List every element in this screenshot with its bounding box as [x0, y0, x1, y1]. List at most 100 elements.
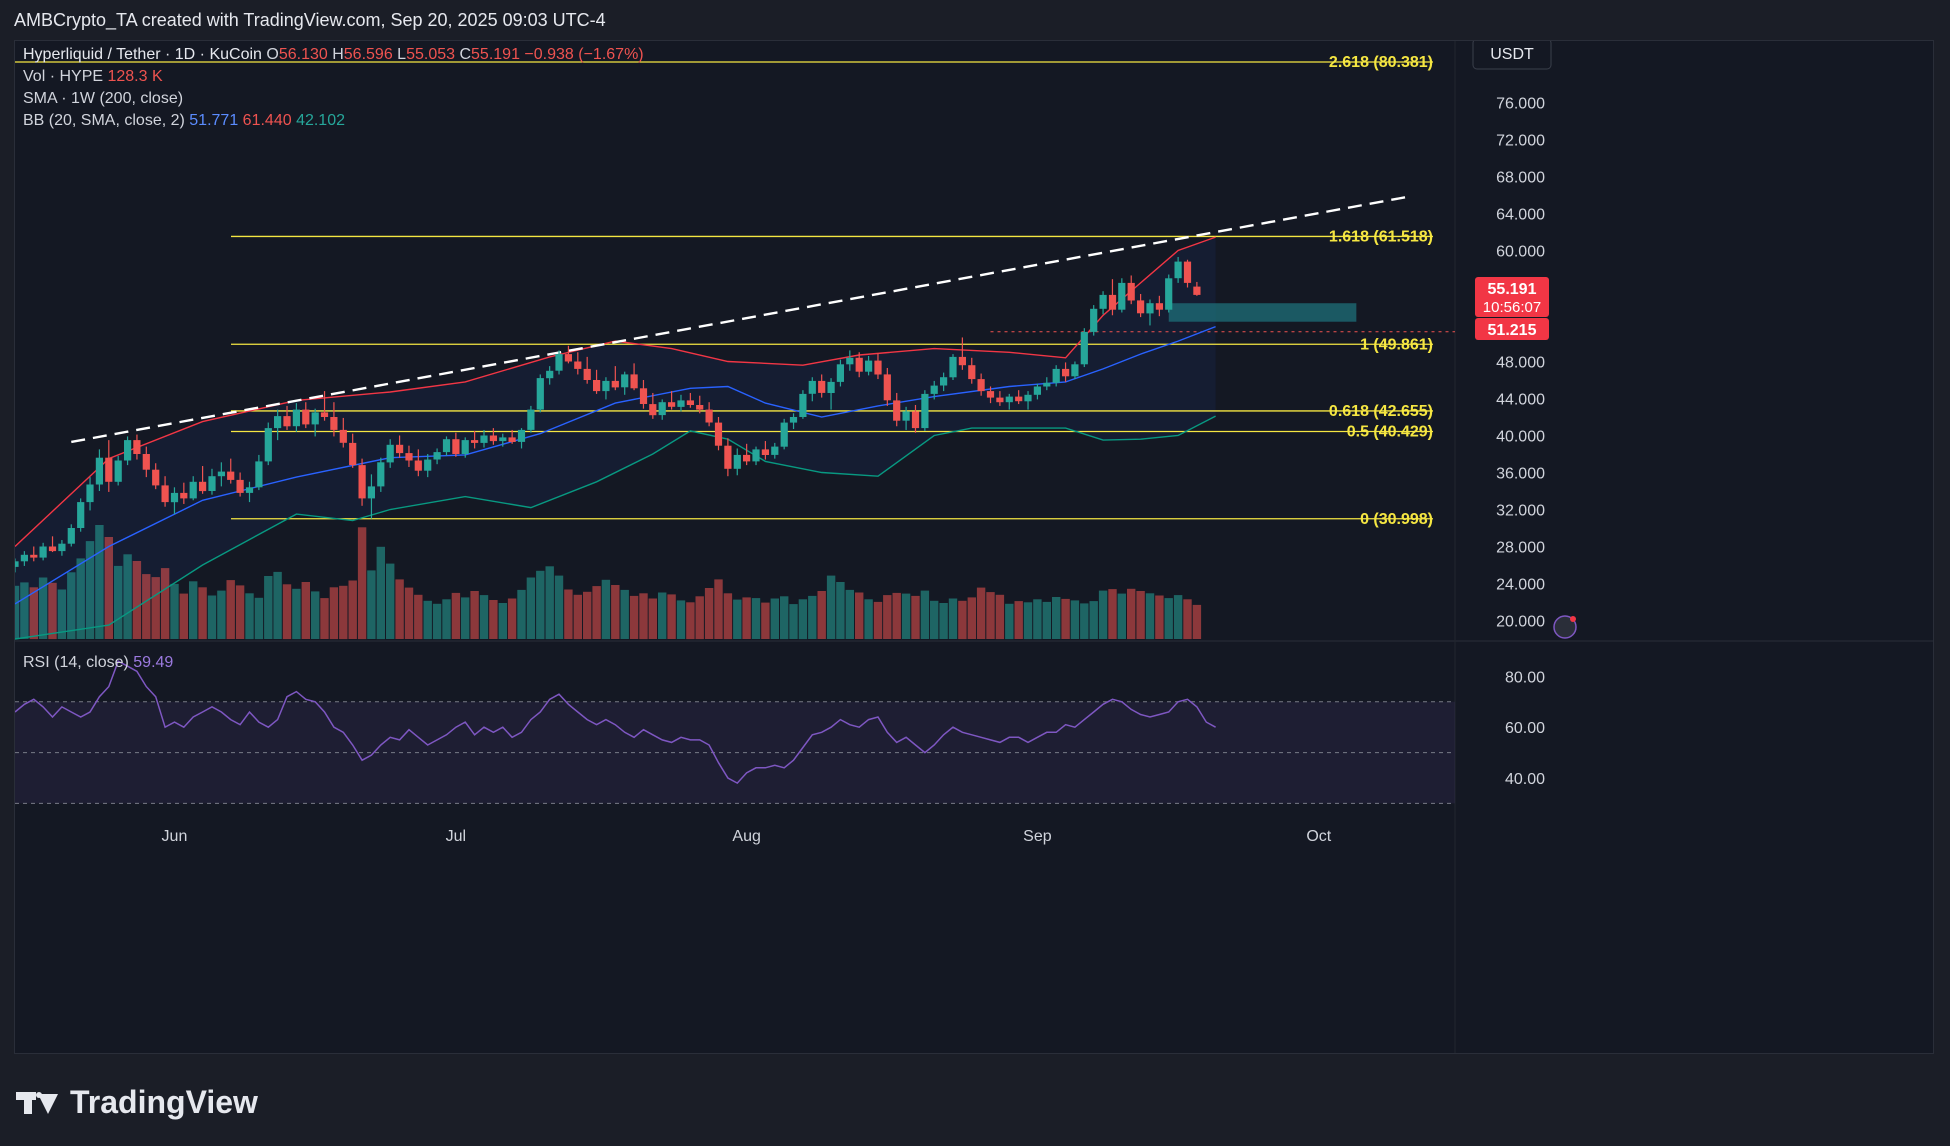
candle-body[interactable]: [761, 449, 769, 455]
candle-body[interactable]: [780, 422, 788, 447]
candle-body[interactable]: [705, 409, 713, 423]
candle-body[interactable]: [921, 393, 929, 429]
candle-body[interactable]: [236, 479, 244, 493]
candle-body[interactable]: [67, 528, 75, 544]
candle-body[interactable]: [733, 454, 741, 469]
candle-body[interactable]: [152, 469, 160, 486]
candle-body[interactable]: [1183, 261, 1192, 283]
candle-body[interactable]: [170, 492, 179, 503]
candle-body[interactable]: [508, 437, 516, 442]
candle-body[interactable]: [911, 411, 920, 429]
candle-body[interactable]: [789, 417, 798, 423]
candle-body[interactable]: [433, 452, 441, 460]
candle-body[interactable]: [696, 405, 704, 410]
candle-body[interactable]: [245, 487, 254, 493]
candle-body[interactable]: [396, 444, 404, 454]
candle-body[interactable]: [1043, 382, 1051, 387]
candle-body[interactable]: [471, 440, 479, 443]
candle-body[interactable]: [743, 454, 751, 462]
candle-body[interactable]: [161, 485, 169, 503]
candle-body[interactable]: [292, 409, 300, 427]
candle-body[interactable]: [611, 380, 619, 388]
candle-body[interactable]: [686, 400, 694, 405]
candle-body[interactable]: [114, 460, 122, 482]
candle-body[interactable]: [1090, 308, 1098, 332]
chart-panel[interactable]: 2.618 (80.381) 1.618 (61.518) 1 (49.861) 0.…: [10, 38, 1934, 1054]
candle-body[interactable]: [1127, 282, 1135, 301]
candle-body[interactable]: [846, 357, 854, 365]
candle-body[interactable]: [264, 428, 272, 462]
candle-body[interactable]: [255, 461, 263, 488]
candle-body[interactable]: [95, 457, 103, 485]
candle-body[interactable]: [133, 440, 141, 454]
candle-body[interactable]: [189, 481, 197, 499]
candle-body[interactable]: [227, 471, 235, 480]
candle-body[interactable]: [986, 391, 995, 398]
candle-body[interactable]: [639, 388, 648, 404]
candle-body[interactable]: [320, 412, 329, 417]
candle-body[interactable]: [771, 446, 779, 455]
candle-body[interactable]: [902, 411, 910, 421]
candle-body[interactable]: [124, 440, 132, 461]
candle-body[interactable]: [658, 402, 666, 416]
candle-body[interactable]: [517, 429, 526, 442]
candle-body[interactable]: [1071, 364, 1079, 377]
candle-body[interactable]: [836, 364, 844, 382]
candle-body[interactable]: [649, 404, 657, 416]
candle-body[interactable]: [1005, 396, 1013, 403]
candle-body[interactable]: [865, 360, 873, 372]
candle-body[interactable]: [668, 402, 676, 407]
candle-body[interactable]: [405, 453, 413, 461]
candle-body[interactable]: [958, 356, 966, 366]
candle-body[interactable]: [564, 354, 572, 362]
candle-body[interactable]: [827, 381, 835, 393]
candle-body[interactable]: [996, 397, 1004, 403]
candle-body[interactable]: [311, 412, 319, 425]
candle-body[interactable]: [855, 357, 863, 372]
candle-body[interactable]: [546, 370, 554, 379]
candle-body[interactable]: [874, 360, 882, 375]
candle-body[interactable]: [461, 440, 469, 454]
candle-body[interactable]: [20, 554, 28, 562]
candle-body[interactable]: [883, 374, 891, 401]
candle-body[interactable]: [940, 377, 948, 386]
candle-body[interactable]: [77, 502, 85, 528]
candle-body[interactable]: [283, 416, 291, 427]
candle-body[interactable]: [86, 484, 94, 503]
candle-body[interactable]: [752, 449, 760, 462]
candle-body[interactable]: [442, 439, 451, 453]
candle-body[interactable]: [349, 442, 357, 466]
candle-body[interactable]: [1080, 331, 1088, 365]
candle-body[interactable]: [1033, 386, 1041, 395]
candle-body[interactable]: [1174, 261, 1182, 279]
candle-body[interactable]: [555, 354, 563, 371]
candle-body[interactable]: [48, 546, 57, 552]
candle-body[interactable]: [714, 422, 723, 446]
candle-body[interactable]: [180, 492, 188, 499]
candle-body[interactable]: [367, 486, 375, 499]
candle-body[interactable]: [930, 385, 938, 394]
candle-body[interactable]: [39, 546, 47, 558]
candle-body[interactable]: [1099, 294, 1107, 309]
candle-body[interactable]: [58, 543, 66, 552]
candle-body[interactable]: [302, 409, 310, 425]
candle-body[interactable]: [583, 368, 591, 380]
candle-body[interactable]: [452, 439, 460, 454]
candle-body[interactable]: [968, 365, 976, 380]
candle-body[interactable]: [1108, 294, 1117, 310]
candle-body[interactable]: [11, 561, 19, 567]
candle-body[interactable]: [630, 374, 638, 389]
candle-body[interactable]: [339, 429, 347, 443]
candle-body[interactable]: [1155, 303, 1163, 310]
candle-body[interactable]: [330, 417, 338, 430]
candle-body[interactable]: [677, 400, 685, 407]
candle-body[interactable]: [1193, 286, 1201, 295]
candle-body[interactable]: [949, 356, 957, 378]
candle-body[interactable]: [208, 476, 216, 491]
candle-body[interactable]: [799, 393, 807, 417]
chart-canvas[interactable]: 2.618 (80.381) 1.618 (61.518) 1 (49.861) 0.…: [10, 38, 1933, 1053]
candle-body[interactable]: [1024, 394, 1032, 402]
candle-body[interactable]: [893, 400, 901, 421]
candle-body[interactable]: [499, 437, 507, 442]
candle-body[interactable]: [602, 380, 610, 392]
